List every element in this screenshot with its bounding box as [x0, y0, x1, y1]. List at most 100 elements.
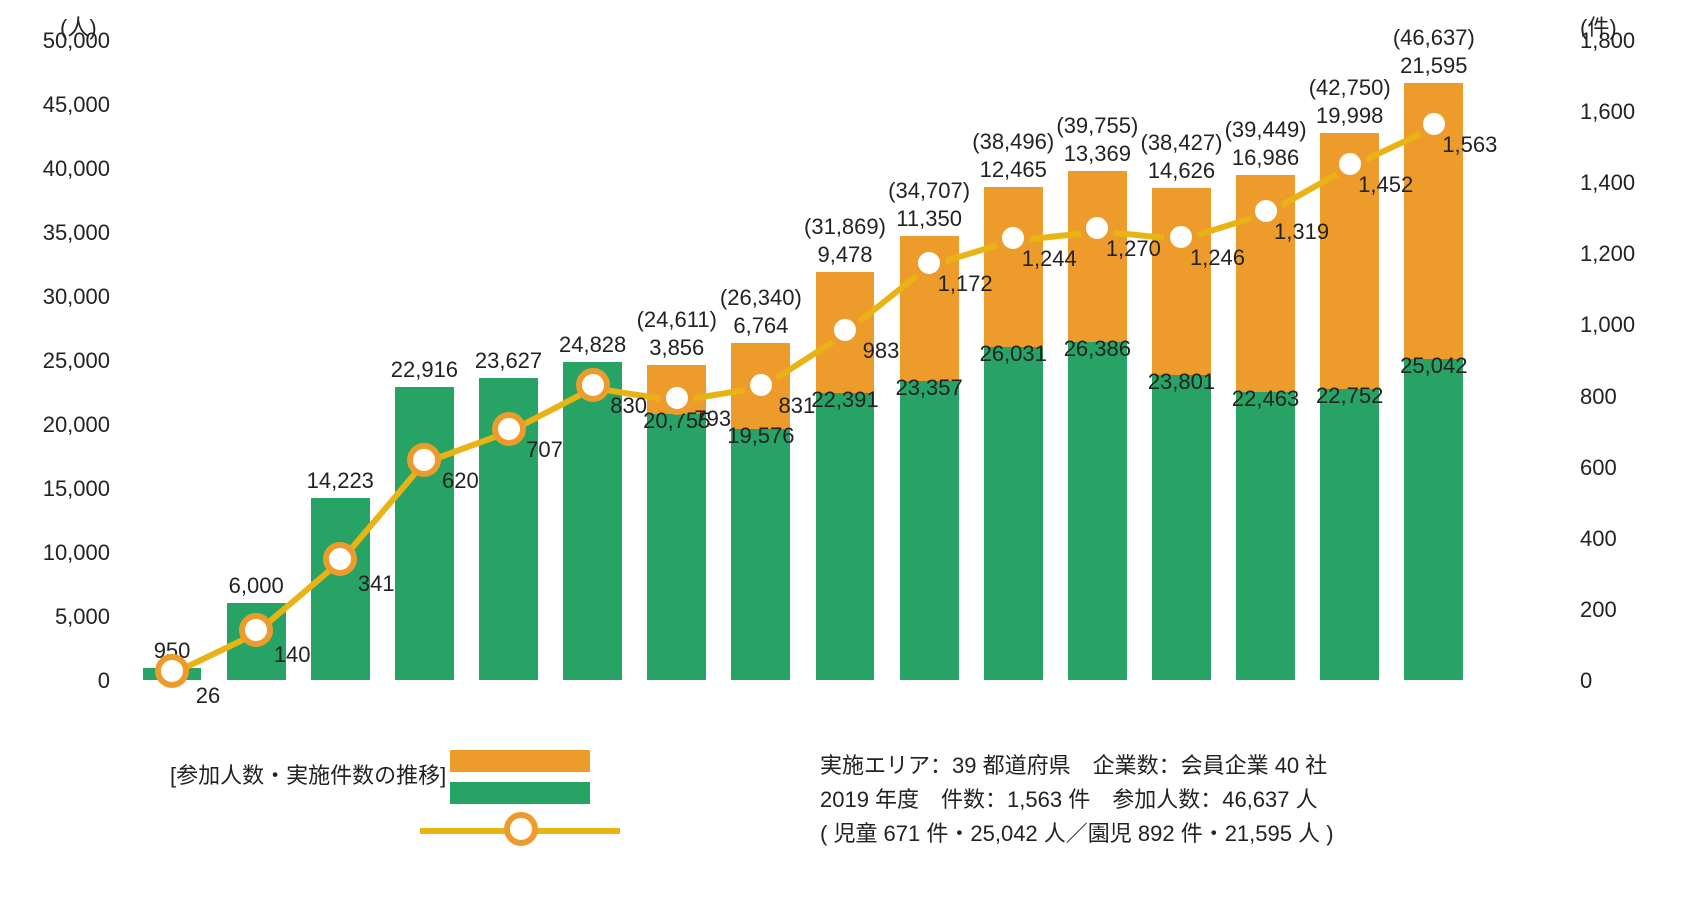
line-value-label: 1,319 — [1274, 219, 1329, 245]
left-tick: 25,000 — [0, 348, 110, 374]
orange-label: 11,350 — [896, 206, 962, 232]
bar-green — [1236, 392, 1295, 680]
left-tick: 0 — [0, 668, 110, 694]
bar-green — [731, 429, 790, 680]
total-label: (39,755) — [1056, 113, 1138, 139]
right-tick: 1,800 — [1580, 28, 1635, 54]
footer-line-3: ( 児童 671 件・25,042 人／園児 892 件・21,595 人 ) — [820, 816, 1334, 848]
footer-line-1: 実施エリア：39 都道府県 企業数：会員企業 40 社 — [820, 748, 1327, 780]
left-tick: 45,000 — [0, 92, 110, 118]
bar-green — [1404, 359, 1463, 680]
right-tick: 200 — [1580, 597, 1617, 623]
orange-label: 6,764 — [733, 313, 788, 339]
plot-area: 9506,00014,22322,91623,62724,828(24,611)… — [130, 40, 1560, 680]
green-label: 23,801 — [1148, 369, 1215, 395]
line-marker — [828, 313, 862, 347]
orange-label: 13,369 — [1064, 141, 1131, 167]
total-label: (42,750) — [1309, 75, 1391, 101]
right-tick: 1,000 — [1580, 312, 1635, 338]
green-label: 25,042 — [1400, 353, 1467, 379]
green-label: 19,576 — [727, 423, 794, 449]
green-label: 14,223 — [307, 468, 374, 494]
line-value-label: 793 — [694, 406, 731, 432]
total-label: (39,449) — [1225, 117, 1307, 143]
bar-green — [900, 381, 959, 680]
total-label: (34,707) — [888, 178, 970, 204]
total-label: (46,637) — [1393, 25, 1475, 51]
line-marker — [155, 654, 189, 688]
line-value-label: 1,270 — [1106, 236, 1161, 262]
bar-green — [647, 414, 706, 680]
bar-orange — [1152, 188, 1211, 375]
left-tick: 15,000 — [0, 476, 110, 502]
legend-swatch-green — [450, 782, 590, 804]
line-marker — [407, 443, 441, 477]
line-marker — [323, 542, 357, 576]
left-tick: 10,000 — [0, 540, 110, 566]
green-label: 23,357 — [895, 375, 962, 401]
right-tick: 600 — [1580, 455, 1617, 481]
orange-label: 14,626 — [1148, 158, 1215, 184]
line-value-label: 140 — [274, 642, 311, 668]
left-tick: 50,000 — [0, 28, 110, 54]
line-value-label: 1,246 — [1190, 245, 1245, 271]
total-label: (26,340) — [720, 285, 802, 311]
green-label: 23,627 — [475, 348, 542, 374]
orange-label: 3,856 — [649, 335, 704, 361]
left-tick: 20,000 — [0, 412, 110, 438]
line-marker — [744, 368, 778, 402]
left-tick: 5,000 — [0, 604, 110, 630]
chart-container: 9506,00014,22322,91623,62724,828(24,611)… — [0, 0, 1701, 899]
green-label: 26,386 — [1064, 336, 1131, 362]
orange-label: 9,478 — [817, 242, 872, 268]
total-label: (38,496) — [972, 129, 1054, 155]
line-value-label: 1,452 — [1358, 172, 1413, 198]
bar-green — [395, 387, 454, 680]
green-label: 22,391 — [811, 387, 878, 413]
bar-green — [984, 347, 1043, 680]
left-tick: 30,000 — [0, 284, 110, 310]
green-label: 26,031 — [980, 341, 1047, 367]
right-tick: 1,400 — [1580, 170, 1635, 196]
line-value-label: 830 — [610, 393, 647, 419]
bar-green — [1068, 342, 1127, 680]
line-value-label: 1,244 — [1022, 246, 1077, 272]
line-value-label: 707 — [526, 437, 563, 463]
left-tick: 40,000 — [0, 156, 110, 182]
line-marker — [660, 381, 694, 415]
green-label: 22,752 — [1316, 383, 1383, 409]
legend-swatch-orange — [450, 750, 590, 772]
orange-label: 12,465 — [980, 157, 1047, 183]
line-value-label: 620 — [442, 468, 479, 494]
line-marker — [576, 368, 610, 402]
right-tick: 800 — [1580, 384, 1617, 410]
bar-green — [816, 393, 875, 680]
line-marker — [492, 412, 526, 446]
legend-title: [参加人数・実施件数の推移] — [170, 758, 446, 790]
line-value-label: 831 — [779, 393, 816, 419]
left-tick: 35,000 — [0, 220, 110, 246]
line-value-label: 341 — [358, 571, 395, 597]
line-value-label: 1,172 — [938, 271, 993, 297]
right-tick: 1,600 — [1580, 99, 1635, 125]
green-label: 22,916 — [391, 357, 458, 383]
line-value-label: 1,563 — [1442, 132, 1497, 158]
orange-label: 19,998 — [1316, 103, 1383, 129]
bar-green — [1152, 375, 1211, 680]
line-value-label: 983 — [863, 338, 900, 364]
footer-line-2: 2019 年度 件数：1,563 件 参加人数：46,637 人 — [820, 782, 1318, 814]
legend-marker — [504, 812, 538, 846]
right-tick: 0 — [1580, 668, 1592, 694]
green-label: 24,828 — [559, 332, 626, 358]
orange-label: 16,986 — [1232, 145, 1299, 171]
total-label: (24,611) — [637, 307, 717, 333]
total-label: (31,869) — [804, 214, 886, 240]
right-tick: 400 — [1580, 526, 1617, 552]
line-value-label: 26 — [196, 683, 220, 709]
orange-label: 21,595 — [1400, 53, 1467, 79]
bar-green — [1320, 389, 1379, 680]
green-label: 6,000 — [229, 573, 284, 599]
green-label: 22,463 — [1232, 386, 1299, 412]
line-marker — [239, 613, 273, 647]
right-tick: 1,200 — [1580, 241, 1635, 267]
